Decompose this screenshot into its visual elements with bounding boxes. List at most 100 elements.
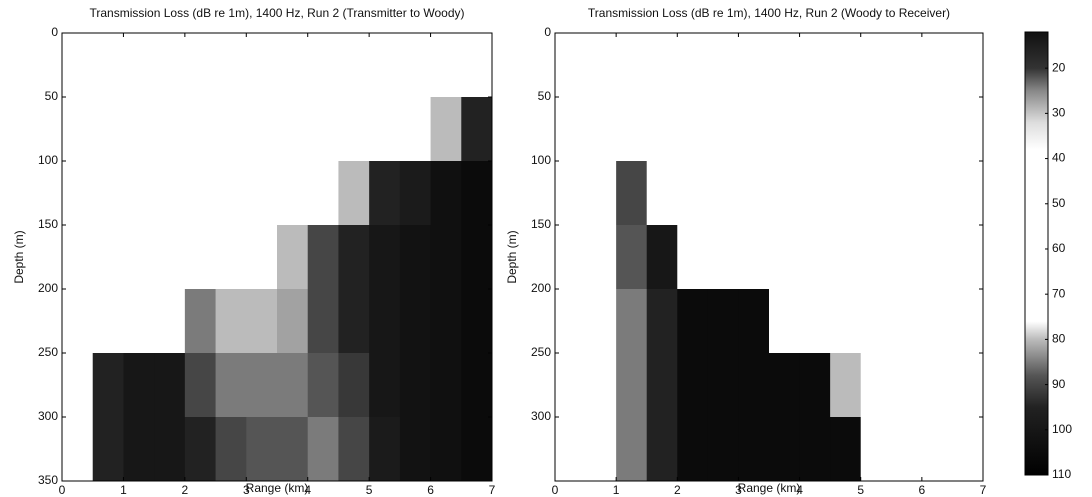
heatmap-cell [154,225,186,290]
heatmap-cell [677,289,709,354]
plot-frame [554,32,984,482]
heatmap-cell [430,417,462,482]
heatmap-cell [952,417,984,482]
x-tick-label: 4 [796,483,803,497]
heatmap-cell [952,289,984,354]
heatmap-cell [860,225,892,290]
heatmap-cell [307,225,339,290]
heatmap-cell [430,353,462,418]
heatmap-cell [215,353,247,418]
heatmap-cell [585,417,617,482]
heatmap-cell [123,225,155,290]
x-tick-label: 4 [304,483,311,497]
heatmap-cell [677,353,709,418]
heatmap-cell [738,289,770,354]
heatmap-cell [860,289,892,354]
heatmap-cell [461,97,493,162]
heatmap-cell [616,97,648,162]
heatmap-cell [307,289,339,354]
heatmap-cell [215,161,247,226]
x-tick-label: 0 [552,483,559,497]
heatmap-cell [62,97,94,162]
heatmap-cell [830,225,862,290]
heatmap-cell [123,33,155,98]
y-tick-label: 0 [544,25,551,39]
heatmap-cell [369,225,401,290]
colorbar-tick-label: 90 [1052,377,1066,391]
heatmap-cell [369,97,401,162]
heatmap-cell [646,417,678,482]
heatmap-cell [677,225,709,290]
heatmap-cell [860,161,892,226]
heatmap-cell [952,161,984,226]
y-axis-label: Depth (m) [505,230,519,283]
heatmap-cell [616,161,648,226]
heatmap-cell [616,33,648,98]
x-tick-label: 7 [489,483,496,497]
y-tick-label: 100 [531,153,551,167]
heatmap-cell [707,353,739,418]
heatmap-cell [215,225,247,290]
heatmap-cell [677,97,709,162]
heatmap-cell [860,417,892,482]
y-tick-label: 50 [538,89,552,103]
x-axis-label: Range (km) [246,481,309,495]
heatmap-cell [184,33,217,98]
heatmap-cell [738,225,770,290]
heatmap-cell [246,33,278,98]
heatmap-cell [738,33,770,98]
heatmap-cell [92,33,124,98]
heatmap-cell [616,289,648,354]
heatmap-cell [154,289,186,354]
heatmap-cell [799,225,831,290]
heatmap-cell [461,289,493,354]
heatmap-cell [860,97,892,162]
heatmap-cell [430,289,462,354]
heatmap-cell [154,161,186,226]
heatmap-cell [215,417,247,482]
heatmap-cell [830,289,862,354]
heatmap-cell [246,417,278,482]
heatmap-cell [646,33,678,98]
plot-frame [61,32,493,482]
heatmap-cell [707,33,739,98]
heatmap-cell [677,161,709,226]
heatmap-cell [215,33,247,98]
heatmap-cell [891,225,923,290]
heatmap-cell [769,225,801,290]
heatmap-cell [891,97,923,162]
heatmap-cell [616,417,648,482]
heatmap-cell [277,33,309,98]
heatmap-cell [461,161,493,226]
heatmap-cell [399,289,432,354]
chart-title: Transmission Loss (dB re 1m), 1400 Hz, R… [588,6,950,20]
x-tick-label: 6 [919,483,926,497]
x-tick-label: 0 [59,483,66,497]
heatmap-cell [277,97,309,162]
y-tick-label: 0 [51,25,58,39]
heatmap-cell [123,353,155,418]
heatmap-cell [555,161,587,226]
heatmap-cell [430,97,462,162]
heatmap-cell [184,353,217,418]
heatmap-cell [952,225,984,290]
heatmap-cell [738,353,770,418]
heatmap-cell [891,417,923,482]
heatmap-cell [830,353,862,418]
heatmap-cell [891,161,923,226]
heatmap-cell [921,353,953,418]
heatmap-cell [707,97,739,162]
heatmap-cell [830,417,862,482]
heatmap-cell [92,289,124,354]
heatmap-cell [246,161,278,226]
heatmap-cell [430,33,462,98]
y-tick-label: 200 [531,281,551,295]
y-tick-label: 50 [45,89,59,103]
heatmap-cell [154,97,186,162]
heatmap-cell [921,289,953,354]
heatmap-cell [585,353,617,418]
heatmap-cell [338,33,370,98]
heatmap-cell [246,289,278,354]
heatmap-cell [369,33,401,98]
heatmap-cell [952,33,984,98]
